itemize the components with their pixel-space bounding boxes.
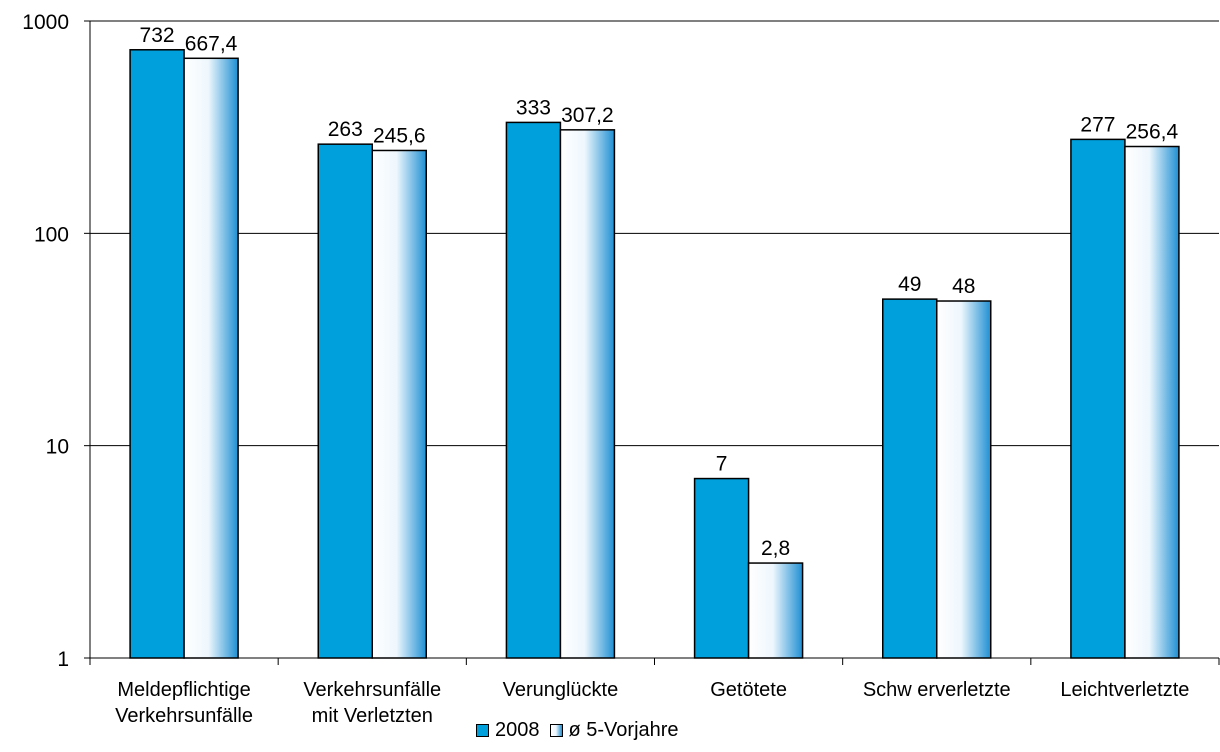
- legend-label-5-vorjahre: ø 5-Vorjahre: [568, 718, 679, 741]
- legend-label-2008: 2008: [495, 718, 540, 741]
- y-tick-label-1000: 1000: [22, 11, 69, 34]
- bar-vorjahre: [371, 149, 427, 659]
- data-label-vorjahre: 307,2: [561, 104, 614, 127]
- x-tick-label: Meldepflichtige Verkehrsunfälle: [115, 679, 253, 727]
- data-label-2008: 333: [516, 96, 551, 119]
- bar-2008: [882, 298, 938, 659]
- bar-vorjahre: [1124, 145, 1180, 659]
- data-label-2008: 277: [1080, 113, 1115, 136]
- bar-2008: [693, 477, 750, 659]
- y-tick-label-10: 10: [46, 436, 69, 459]
- grid: [90, 20, 1219, 447]
- legend-swatch-2008: [476, 723, 489, 737]
- bar-vorjahre: [747, 562, 804, 659]
- x-tick-label: Verkehrsunfälle mit Verletzten: [303, 679, 441, 727]
- data-labels: 732 667,4 263 245,6 333 307,2 7 2,8 49 48 277 256,4: [140, 24, 1179, 560]
- legend-swatch-5-vorjahre: [549, 723, 563, 737]
- x-tick-label: Verunglückte: [503, 679, 619, 701]
- data-label-2008: 732: [140, 24, 175, 47]
- data-label-vorjahre: 2,8: [761, 537, 790, 560]
- x-tick-label: Getötete: [710, 679, 787, 701]
- bar-vorjahre: [559, 129, 616, 659]
- data-label-2008: 49: [898, 273, 921, 296]
- x-tick-label: Leichtverletzte: [1060, 679, 1189, 701]
- bars: [129, 49, 1180, 659]
- bar-2008: [129, 49, 185, 659]
- data-label-vorjahre: 48: [952, 275, 975, 298]
- data-label-2008: 7: [716, 453, 728, 476]
- bar-2008: [505, 121, 562, 659]
- data-label-2008: 263: [328, 118, 363, 141]
- bar-2008: [317, 143, 373, 659]
- data-label-vorjahre: 245,6: [373, 124, 426, 147]
- legend-item-5-vorjahre: ø 5-Vorjahre: [549, 718, 679, 742]
- legend-item-2008: 2008: [476, 719, 540, 742]
- data-label-vorjahre: 256,4: [1126, 121, 1179, 144]
- data-label-vorjahre: 667,4: [185, 32, 238, 55]
- bar-vorjahre: [936, 300, 992, 659]
- y-tick-label-100: 100: [34, 223, 69, 246]
- x-tick-label: Schw erverletzte: [863, 679, 1011, 701]
- bar-2008: [1070, 138, 1126, 659]
- axes: 1 10 100 1000 Meldepflichtige Verkehrsunfälle…: [22, 11, 1220, 727]
- legend: 2008 ø 5-Vorjahre: [476, 718, 689, 742]
- bar-vorjahre: [183, 57, 239, 659]
- y-tick-label-1: 1: [57, 648, 69, 671]
